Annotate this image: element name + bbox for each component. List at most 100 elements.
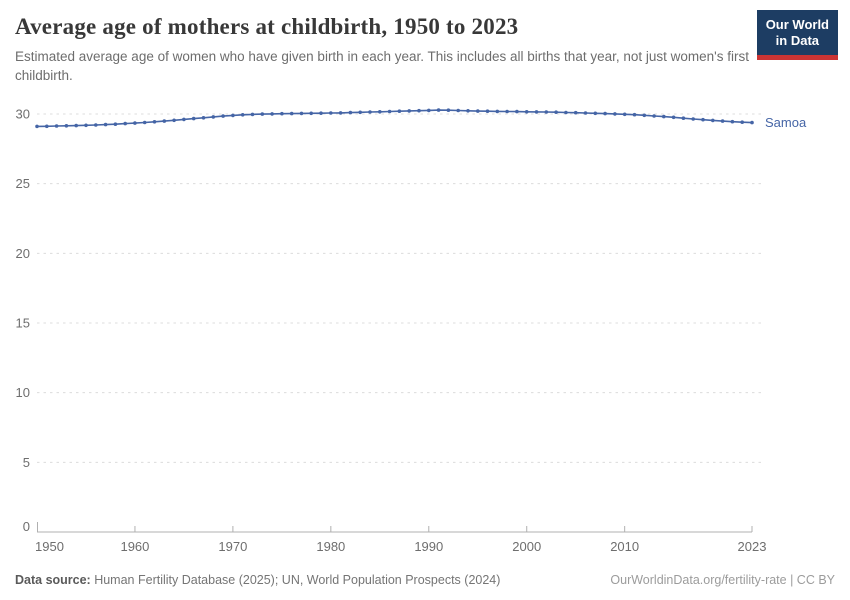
x-tick-label: 1980 [316, 539, 345, 554]
data-point [505, 109, 509, 114]
data-point [642, 113, 647, 118]
data-point [564, 110, 568, 115]
owid-logo-line1: Our World [765, 17, 829, 32]
y-tick-label: 15 [16, 316, 30, 331]
data-point [231, 113, 235, 118]
data-point [240, 113, 245, 117]
y-tick-label: 0 [23, 519, 30, 534]
y-tick-label: 25 [16, 176, 30, 191]
data-point [671, 115, 676, 120]
chart-footer: Data source: Human Fertility Database (2… [15, 573, 835, 587]
data-point [338, 111, 343, 115]
data-point [299, 111, 304, 116]
data-point [662, 114, 666, 119]
x-tick-label: 2023 [738, 539, 767, 554]
data-point [485, 109, 490, 113]
data-point [583, 111, 588, 115]
data-point [720, 119, 725, 123]
x-tick-label: 2010 [610, 539, 639, 554]
data-point [554, 110, 558, 114]
data-point [417, 108, 421, 113]
data-point [201, 116, 206, 120]
data-point [221, 114, 225, 118]
data-point [740, 120, 744, 124]
data-point [309, 111, 314, 116]
attribution-text: OurWorldinData.org/fertility-rate | CC B… [610, 573, 835, 587]
chart-header: Average age of mothers at childbirth, 19… [15, 14, 760, 86]
data-point [329, 111, 333, 115]
data-point [466, 109, 470, 113]
data-point [64, 124, 69, 128]
data-source-value: Human Fertility Database (2025); UN, Wor… [90, 573, 501, 587]
data-point [152, 120, 157, 124]
x-tick-label: 1970 [218, 539, 247, 554]
data-point [270, 112, 274, 116]
data-point [681, 116, 686, 120]
data-point [730, 119, 735, 124]
y-tick-label: 20 [16, 246, 30, 261]
data-point [191, 116, 196, 121]
data-point [319, 111, 323, 115]
data-point [573, 110, 578, 115]
data-point [603, 111, 607, 116]
data-point [94, 123, 98, 127]
x-tick-label: 1990 [414, 539, 443, 554]
data-point [436, 108, 441, 112]
data-point [593, 111, 598, 116]
data-point [358, 110, 363, 115]
y-tick-label: 30 [16, 107, 30, 122]
data-source-text: Data source: Human Fertility Database (2… [15, 573, 500, 587]
data-point [123, 121, 127, 126]
data-point [456, 108, 461, 113]
data-point [750, 120, 754, 125]
data-point [407, 109, 412, 113]
data-point [368, 110, 372, 114]
data-point [387, 109, 392, 114]
chart-title: Average age of mothers at childbirth, 19… [15, 14, 519, 39]
data-point [446, 108, 451, 112]
x-tick-label: 1950 [35, 539, 64, 554]
data-point [74, 123, 78, 128]
data-point [84, 123, 88, 128]
data-point [162, 119, 167, 123]
data-point [427, 108, 431, 113]
data-point [632, 112, 637, 117]
data-point [35, 124, 39, 129]
data-source-label: Data source: [15, 573, 91, 587]
data-point [691, 117, 695, 121]
data-point [378, 110, 382, 114]
data-point [113, 122, 118, 126]
data-point [622, 112, 627, 117]
data-point [348, 110, 353, 115]
series-label-samoa: Samoa [765, 114, 807, 130]
data-point [172, 118, 176, 123]
data-point [544, 110, 549, 114]
data-point [211, 115, 216, 119]
data-point [397, 109, 402, 113]
data-point [133, 121, 137, 125]
y-tick-label: 5 [23, 455, 30, 470]
data-point [613, 112, 617, 116]
data-point [534, 110, 539, 114]
data-point [280, 111, 284, 116]
data-point [45, 124, 49, 129]
data-point [515, 109, 519, 114]
data-point [495, 109, 500, 114]
data-point [103, 122, 108, 127]
data-point [652, 114, 656, 118]
chart-subtitle: Estimated average age of women who have … [15, 49, 749, 83]
data-point [476, 109, 480, 113]
data-point [289, 111, 294, 116]
data-point [260, 112, 265, 116]
data-point [524, 110, 529, 114]
data-point [711, 118, 715, 123]
x-tick-label: 1960 [120, 539, 149, 554]
data-point [182, 117, 186, 122]
owid-logo: Our World in Data [756, 10, 838, 60]
data-point [54, 124, 59, 128]
x-tick-label: 2000 [512, 539, 541, 554]
y-tick-label: 10 [16, 385, 30, 400]
data-point [701, 117, 705, 122]
